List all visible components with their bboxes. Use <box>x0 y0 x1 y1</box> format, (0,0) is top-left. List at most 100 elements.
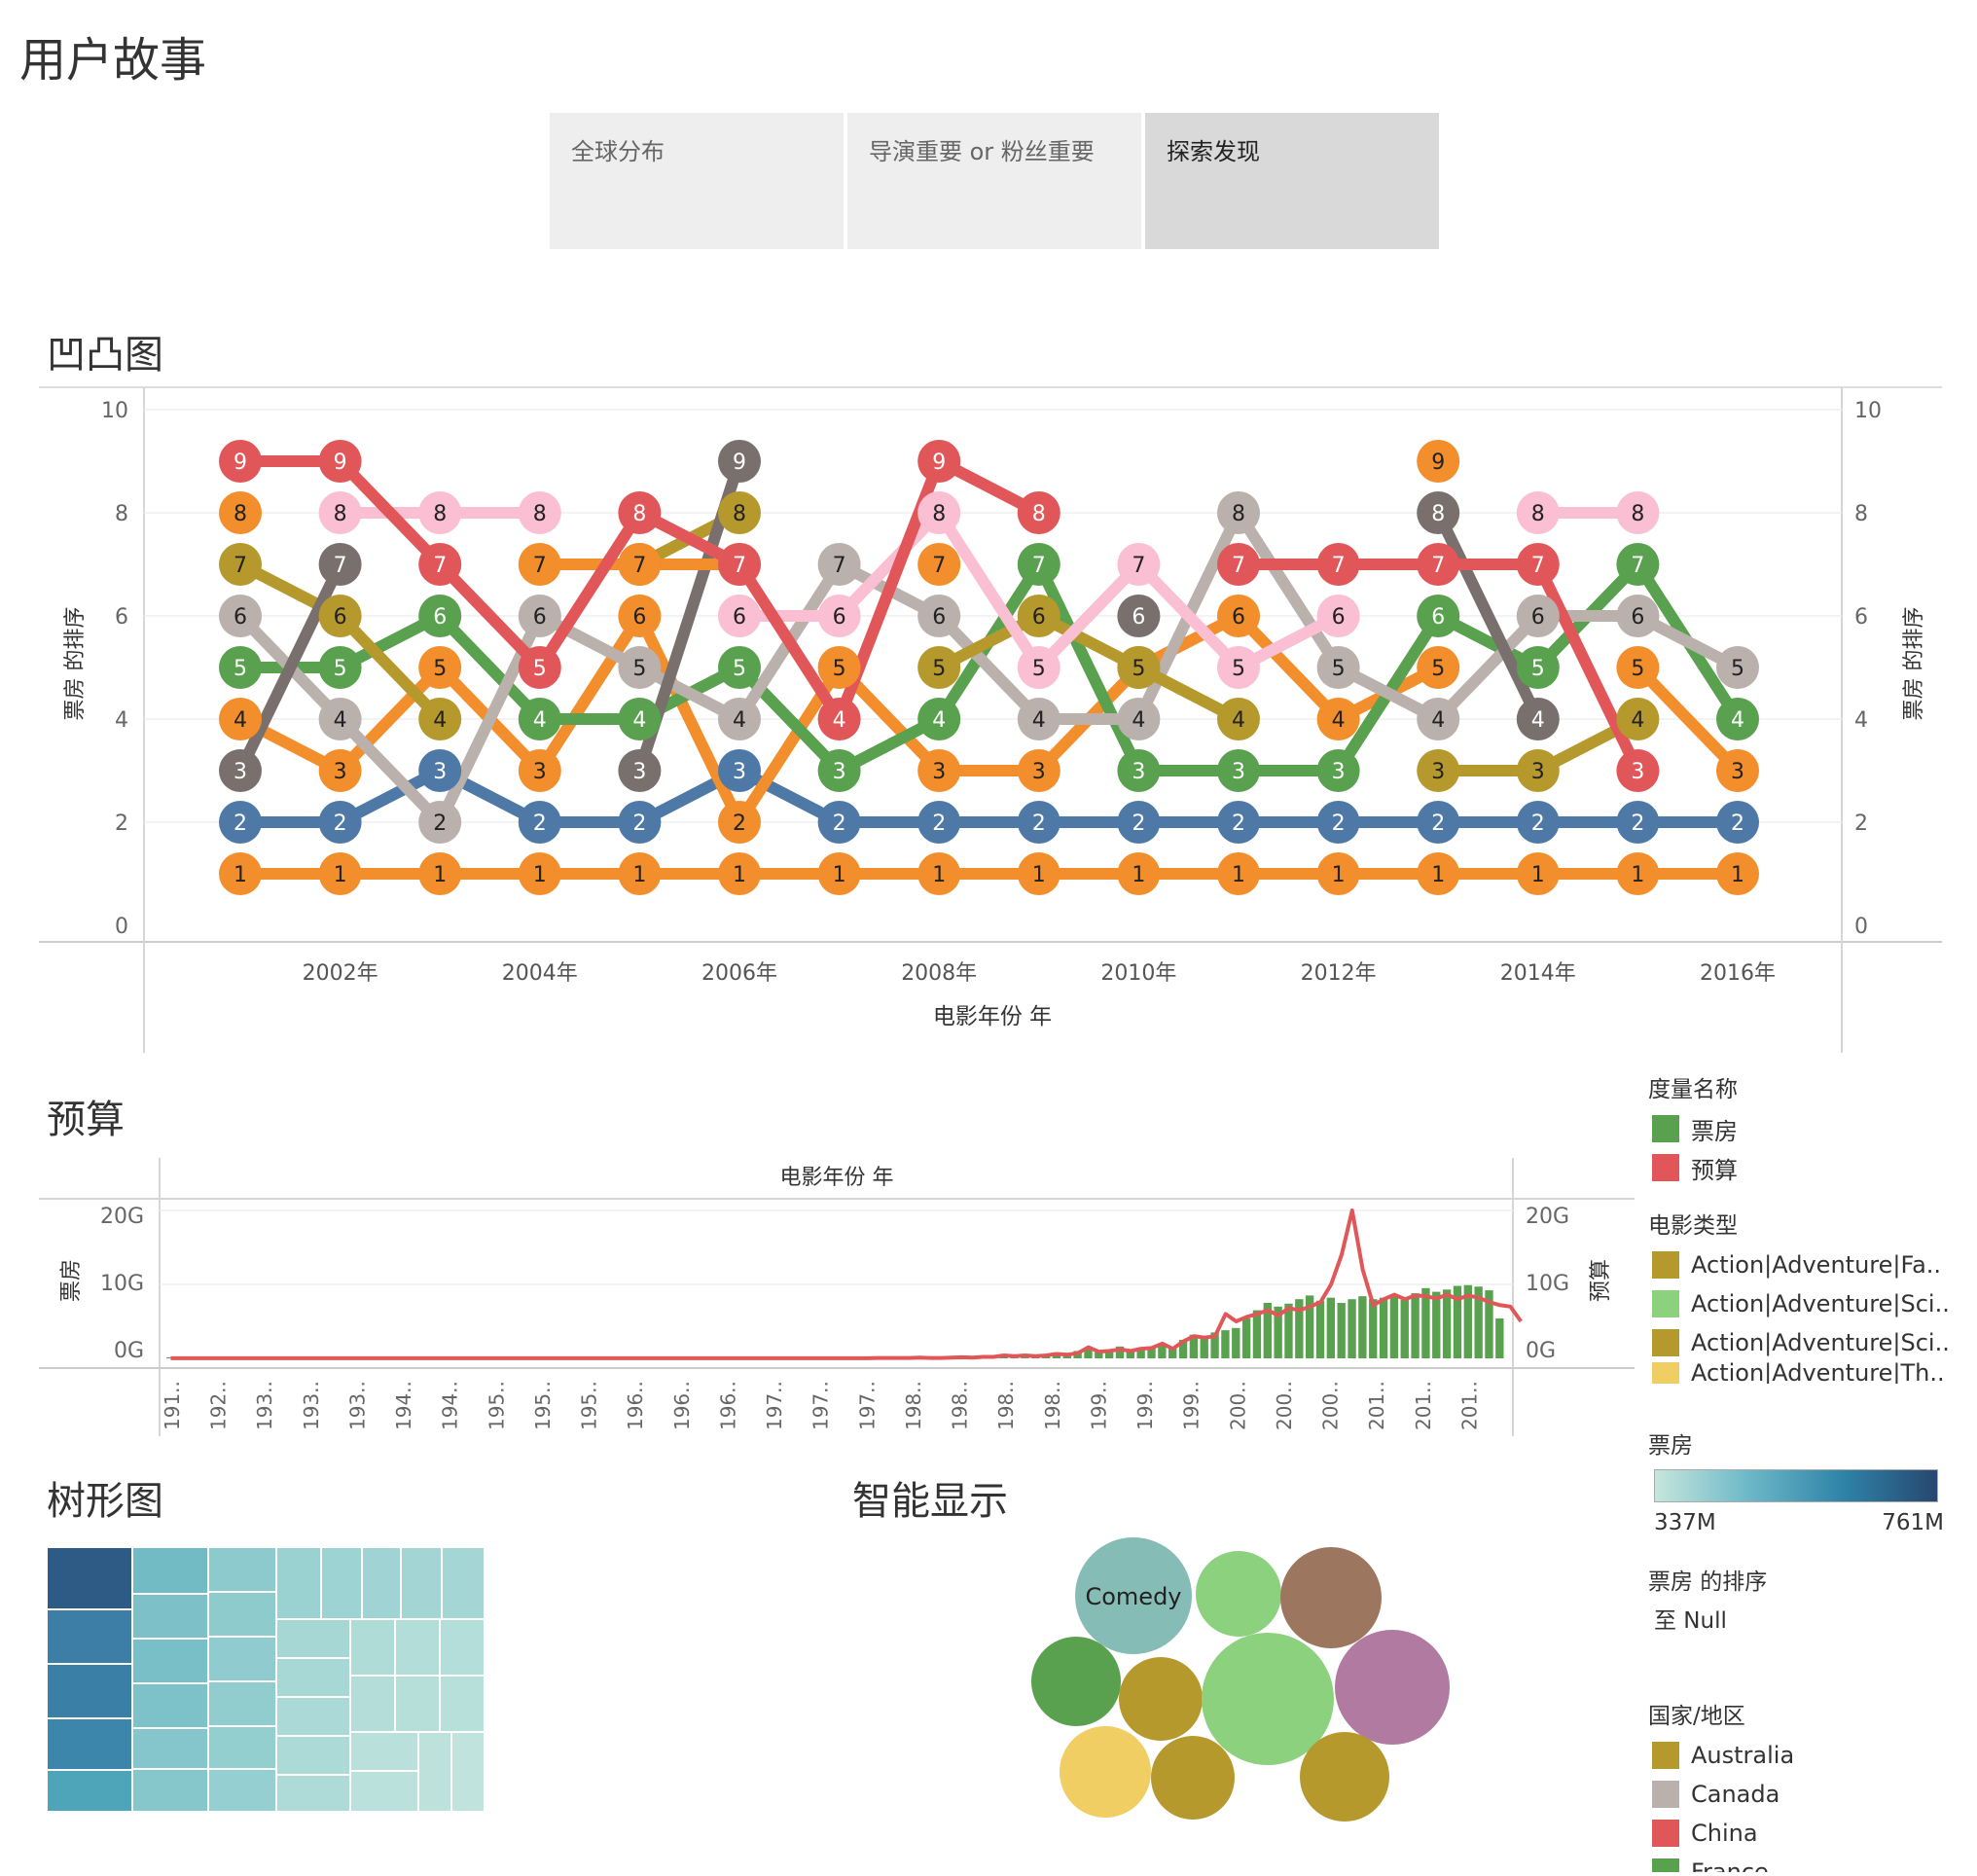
bubble[interactable] <box>1196 1551 1281 1637</box>
bump-point-marker[interactable] <box>817 749 861 792</box>
bump-point-marker[interactable] <box>1516 852 1560 895</box>
bump-point[interactable]: 1 <box>219 852 262 895</box>
bump-point[interactable]: 8 <box>1217 491 1260 534</box>
bump-point-marker[interactable] <box>219 440 262 483</box>
bump-point[interactable]: 4 <box>817 698 861 740</box>
story-tab-global[interactable]: 全球分布 <box>550 113 844 249</box>
bump-point[interactable]: 3 <box>318 749 362 792</box>
treemap-cell[interactable] <box>47 1547 133 1610</box>
bump-point[interactable]: 3 <box>618 749 662 792</box>
bump-point-marker[interactable] <box>518 491 561 534</box>
bump-point[interactable]: 5 <box>1616 646 1660 689</box>
bump-point[interactable]: 8 <box>318 491 362 534</box>
bump-point[interactable]: 1 <box>618 852 662 895</box>
bump-point-marker[interactable] <box>1417 749 1460 792</box>
bump-point[interactable]: 2 <box>518 801 561 844</box>
treemap-cell[interactable] <box>207 1547 277 1593</box>
bump-point[interactable]: 7 <box>718 543 761 586</box>
bump-point-marker[interactable] <box>618 595 662 637</box>
bump-point[interactable]: 4 <box>1417 698 1460 740</box>
bump-point[interactable]: 4 <box>1516 698 1560 740</box>
treemap-cell[interactable] <box>400 1547 443 1620</box>
bump-point[interactable]: 6 <box>1117 595 1161 637</box>
legend-item-budget[interactable]: 预算 <box>1648 1148 1969 1187</box>
bump-point[interactable]: 3 <box>1217 749 1260 792</box>
bump-point[interactable]: 6 <box>1217 595 1260 637</box>
bump-point[interactable]: 1 <box>817 852 861 895</box>
bump-point-marker[interactable] <box>1516 646 1560 689</box>
bump-point[interactable]: 4 <box>1616 698 1660 740</box>
bump-point[interactable]: 5 <box>1117 646 1161 689</box>
bump-point-marker[interactable] <box>318 595 362 637</box>
bump-point-marker[interactable] <box>1616 698 1660 740</box>
treemap-cell[interactable] <box>47 1608 133 1665</box>
bump-point[interactable]: 1 <box>917 852 961 895</box>
bump-point[interactable]: 7 <box>1017 543 1060 586</box>
bump-point-marker[interactable] <box>917 698 961 740</box>
bump-point[interactable]: 6 <box>518 595 561 637</box>
bump-point-marker[interactable] <box>1017 595 1060 637</box>
treemap-cell[interactable] <box>349 1731 419 1772</box>
bump-point-marker[interactable] <box>1616 491 1660 534</box>
treemap-cell[interactable] <box>131 1547 209 1595</box>
bump-point[interactable]: 6 <box>1516 595 1560 637</box>
bump-point-marker[interactable] <box>618 646 662 689</box>
bump-point[interactable]: 4 <box>518 698 561 740</box>
bump-point-marker[interactable] <box>817 698 861 740</box>
treemap-cell[interactable] <box>275 1735 351 1776</box>
bump-point-marker[interactable] <box>718 646 761 689</box>
bump-point[interactable]: 1 <box>1716 852 1759 895</box>
treemap-cell[interactable] <box>207 1680 277 1727</box>
bump-point-marker[interactable] <box>1417 543 1460 586</box>
treemap-cell[interactable] <box>320 1547 363 1620</box>
bump-point-marker[interactable] <box>1316 646 1360 689</box>
bump-point-marker[interactable] <box>518 749 561 792</box>
bump-point[interactable]: 3 <box>1417 749 1460 792</box>
bump-point-marker[interactable] <box>318 852 362 895</box>
bump-point[interactable]: 5 <box>1017 646 1060 689</box>
bump-point-marker[interactable] <box>1316 801 1360 844</box>
bump-point[interactable]: 5 <box>518 646 561 689</box>
bump-point-marker[interactable] <box>917 801 961 844</box>
bump-point[interactable]: 7 <box>1117 543 1161 586</box>
treemap-cell[interactable] <box>131 1682 209 1729</box>
legend-genre-item[interactable]: Action|Adventure|Sci.. <box>1648 1323 1969 1362</box>
treemap-cell[interactable] <box>131 1593 209 1640</box>
bump-point[interactable]: 6 <box>1017 595 1060 637</box>
bump-point-marker[interactable] <box>1716 749 1759 792</box>
bump-point-marker[interactable] <box>1117 749 1161 792</box>
bump-point-marker[interactable] <box>1217 698 1260 740</box>
bump-point[interactable]: 4 <box>318 698 362 740</box>
bump-point[interactable]: 1 <box>1117 852 1161 895</box>
bump-point[interactable]: 4 <box>418 698 462 740</box>
bump-point[interactable]: 7 <box>1316 543 1360 586</box>
bump-point-marker[interactable] <box>1417 595 1460 637</box>
bump-point-marker[interactable] <box>518 801 561 844</box>
bump-point[interactable]: 2 <box>1217 801 1260 844</box>
bump-point-marker[interactable] <box>1217 491 1260 534</box>
treemap-cell[interactable] <box>47 1769 133 1812</box>
bump-point[interactable]: 9 <box>1417 440 1460 483</box>
bump-point-marker[interactable] <box>618 801 662 844</box>
bump-point-marker[interactable] <box>1117 698 1161 740</box>
treemap-cell[interactable] <box>275 1696 351 1737</box>
bubble[interactable] <box>1300 1732 1389 1822</box>
bump-point[interactable]: 3 <box>718 749 761 792</box>
bump-point[interactable]: 7 <box>917 543 961 586</box>
bump-point[interactable]: 2 <box>1516 801 1560 844</box>
bump-point-marker[interactable] <box>1316 749 1360 792</box>
bump-series-points[interactable]: 1 1 1 1 1 1 1 1 1 1 1 1 1 1 1 1 2 2 3 2 2 3 2 2 2 2 2 2 2 2 2 2 4 3 5 3 6 2 5 3… <box>219 440 1759 895</box>
bump-point[interactable]: 4 <box>718 698 761 740</box>
bump-point[interactable]: 5 <box>418 646 462 689</box>
bump-point[interactable]: 4 <box>1217 698 1260 740</box>
legend-genre-item[interactable]: Action|Adventure|Sci.. <box>1648 1284 1969 1323</box>
bump-point[interactable]: 7 <box>318 543 362 586</box>
bump-point-marker[interactable] <box>1616 543 1660 586</box>
bump-point-marker[interactable] <box>718 852 761 895</box>
bump-point-marker[interactable] <box>518 595 561 637</box>
treemap-cell[interactable] <box>439 1618 485 1677</box>
bump-point[interactable]: 7 <box>1217 543 1260 586</box>
treemap-cell[interactable] <box>394 1675 441 1733</box>
bump-point-marker[interactable] <box>1017 543 1060 586</box>
bump-point-marker[interactable] <box>219 801 262 844</box>
